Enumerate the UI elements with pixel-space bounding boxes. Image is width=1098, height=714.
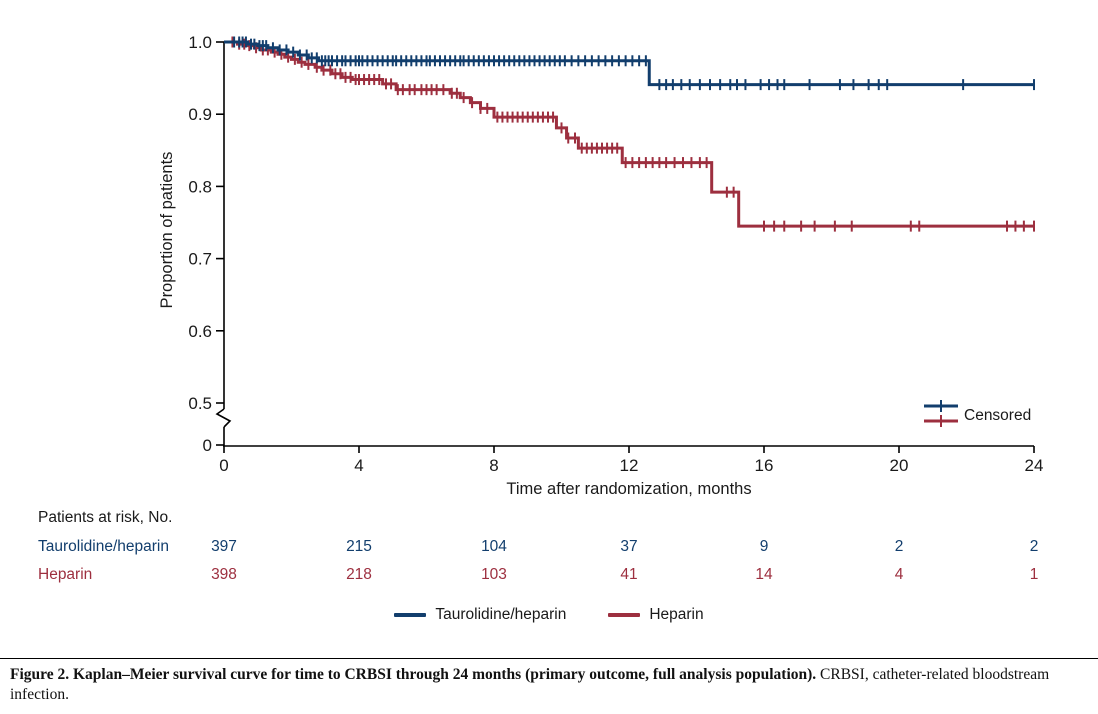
y-zero-label: 0 [203, 436, 212, 455]
caption-bold-text: Figure 2. Kaplan–Meier survival curve fo… [10, 666, 817, 683]
y-tick-label: 1.0 [188, 33, 212, 52]
legend-item: Taurolidine/heparin [394, 606, 566, 624]
legend-item: Heparin [608, 606, 704, 624]
legend-swatch-icon [394, 613, 427, 617]
axes: 1.0 0.9 0.8 0.7 0.6 0.5 00 4 8 12 16 20 24 [188, 33, 1043, 475]
y-tick-label: 0.7 [188, 250, 212, 269]
y-axis-title: Proportion of patients [158, 152, 176, 309]
risk-value: 103 [481, 566, 507, 583]
figure-caption: Figure 2. Kaplan–Meier survival curve fo… [0, 658, 1098, 706]
x-tick-label: 4 [354, 456, 363, 475]
km-chart: 1.00.90.80.70.60.500 4 8 12 16 20 24 Censored … [158, 33, 1043, 498]
y-tick-label: 0.8 [188, 177, 212, 196]
risk-row-label: Heparin [38, 566, 93, 583]
risk-value: 1 [1029, 566, 1039, 583]
series-legend: Taurolidine/heparin Heparin [0, 606, 1098, 624]
risk-value: 398 [211, 566, 237, 583]
risk-value: 215 [346, 538, 372, 555]
legend-swatch-icon [608, 613, 641, 617]
survival-curve-taurolidine-heparin [224, 40, 1034, 87]
legend-label: Taurolidine/heparin [435, 606, 567, 623]
risk-value: 397 [211, 538, 237, 555]
risk-value: 2 [1029, 538, 1039, 555]
x-axis-title: Time after randomization, months [506, 480, 751, 498]
x-tick-label: 20 [890, 456, 909, 475]
risk-value: 9 [759, 538, 769, 555]
x-tick-label: 24 [1025, 456, 1044, 475]
y-tick-label: 0.9 [188, 105, 212, 124]
risk-value: 14 [755, 566, 773, 583]
survival-curve-heparin [224, 40, 1034, 228]
survival-curves [224, 36, 1035, 232]
risk-value: 218 [346, 566, 372, 583]
risk-row-label: Taurolidine/heparin [38, 538, 169, 555]
y-tick-label: 0.5 [188, 394, 212, 413]
x-tick-label: 12 [620, 456, 639, 475]
caption-regular-text: CRBSI, catheter-related bloodstream infe… [10, 666, 1050, 704]
y-axis-break-icon [215, 408, 232, 428]
y-tick-label: 0.6 [188, 322, 212, 341]
risk-table: Patients at risk, No. Taurolidine/hepari… [0, 0, 1098, 583]
risk-value: 2 [894, 538, 904, 555]
risk-value: 37 [620, 538, 638, 555]
legend-label: Heparin [649, 606, 704, 623]
censored-legend: Censored [924, 400, 1031, 427]
x-tick-label: 8 [489, 456, 498, 475]
risk-value: 41 [620, 566, 638, 583]
risk-table-title: Patients at risk, No. [38, 509, 173, 526]
risk-value: 4 [894, 566, 904, 583]
x-tick-label: 16 [755, 456, 774, 475]
x-tick-label: 0 [219, 456, 228, 475]
censored-legend-label: Censored [964, 407, 1031, 424]
risk-value: 104 [481, 538, 507, 555]
